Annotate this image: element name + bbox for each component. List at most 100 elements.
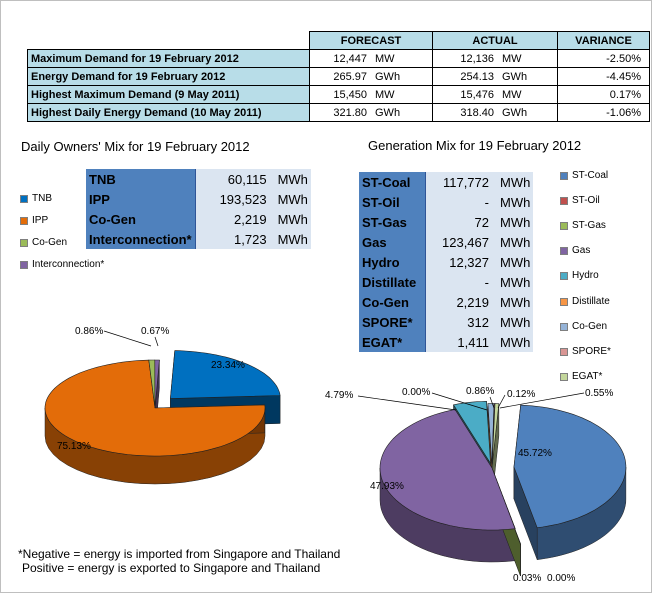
source-value: 12,327 <box>425 252 492 272</box>
legend-item: ST-Gas <box>560 220 606 231</box>
source-value: 117,772 <box>425 172 492 192</box>
variance-value: 0.17% <box>557 85 650 104</box>
owners-table: TNB 60,115 MWh IPP 193,523 MWh Co-Gen 2,219 MW… <box>86 169 311 249</box>
legend-label: SPORE* <box>572 346 611 357</box>
source-unit: MWh <box>492 232 534 252</box>
data-label: 0.86% <box>75 326 103 337</box>
source-unit: MWh <box>492 312 534 332</box>
source-name: SPORE* <box>359 312 426 332</box>
owner-name: TNB <box>86 169 196 189</box>
owner-unit: MWh <box>269 209 311 229</box>
table-row: SPORE* 312 MWh <box>359 312 534 332</box>
legend-swatch <box>560 347 568 356</box>
table-row: Highest Daily Energy Demand (10 May 2011… <box>27 103 650 122</box>
source-unit: MWh <box>492 212 534 232</box>
legend-swatch <box>20 260 28 269</box>
table-row: Energy Demand for 19 February 2012 265.9… <box>27 67 650 86</box>
owners-chart-title: Daily Owners' Mix for 19 February 2012 <box>21 139 250 154</box>
data-label: 0.12% <box>507 389 535 400</box>
generation-table: ST-Coal 117,772 MWh ST-Oil - MWh ST-Gas 72 MWh… <box>359 172 534 352</box>
pie-slice-hydro <box>453 400 491 464</box>
source-value: - <box>425 192 492 212</box>
table-row: Highest Maximum Demand (9 May 2011) 15,4… <box>27 85 650 104</box>
legend-label: Interconnection* <box>32 259 105 270</box>
legend-label: Gas <box>572 245 591 256</box>
legend-item: TNB <box>20 193 52 204</box>
footnote: *Negative = energy is imported from Sing… <box>18 547 340 575</box>
source-unit: MWh <box>492 332 534 352</box>
data-label: 0.86% <box>466 386 494 397</box>
table-row: Interconnection* 1,723 MWh <box>86 229 311 249</box>
data-label: 75.13% <box>57 441 91 452</box>
legend-item: SPORE* <box>560 346 611 357</box>
source-unit: MWh <box>492 172 534 192</box>
source-value: 123,467 <box>425 232 492 252</box>
source-value: - <box>425 272 492 292</box>
summary-header-forecast: FORECAST <box>309 31 433 50</box>
legend-swatch <box>560 221 568 230</box>
legend-label: ST-Gas <box>572 220 606 231</box>
forecast-value: 321.80 <box>309 103 371 122</box>
table-row: TNB 60,115 MWh <box>86 169 311 189</box>
legend-swatch <box>560 196 568 205</box>
owner-name: Interconnection* <box>86 229 196 249</box>
table-row: ST-Coal 117,772 MWh <box>359 172 534 192</box>
legend-item: Co-Gen <box>20 237 67 248</box>
legend-swatch <box>20 238 28 247</box>
table-row: Co-Gen 2,219 MWh <box>359 292 534 312</box>
data-label: 45.72% <box>518 448 552 459</box>
owner-name: IPP <box>86 189 196 209</box>
legend-item: Hydro <box>560 270 599 281</box>
legend-item: Interconnection* <box>20 259 104 270</box>
legend-item: ST-Coal <box>560 170 608 181</box>
table-row: ST-Oil - MWh <box>359 192 534 212</box>
data-label-leader <box>431 392 488 411</box>
owner-value: 2,219 <box>195 209 270 229</box>
owner-unit: MWh <box>269 189 311 209</box>
legend-swatch <box>560 271 568 280</box>
source-name: Gas <box>359 232 426 252</box>
legend-swatch <box>560 322 568 331</box>
footnote-line-2: Positive = energy is exported to Singapo… <box>22 561 321 575</box>
demand-summary-table: FORECAST ACTUAL VARIANCE Maximum Demand … <box>27 31 650 122</box>
forecast-unit: GWh <box>371 103 433 122</box>
data-label: 0.55% <box>585 388 613 399</box>
legend-label: EGAT* <box>572 371 603 382</box>
legend-swatch <box>560 246 568 255</box>
legend-label: ST-Coal <box>572 170 609 181</box>
source-value: 72 <box>425 212 492 232</box>
legend-item: ST-Oil <box>560 195 600 206</box>
source-value: 1,411 <box>425 332 492 352</box>
data-label: 0.00% <box>547 573 575 584</box>
data-label-leader <box>357 395 457 411</box>
pie-slice-tnb <box>170 350 281 399</box>
forecast-unit: MW <box>371 49 433 68</box>
data-label: 4.79% <box>325 390 353 401</box>
table-row: Distillate - MWh <box>359 272 534 292</box>
source-unit: MWh <box>492 192 534 212</box>
pie-slice-interconnection- <box>154 359 160 409</box>
row-label: Energy Demand for 19 February 2012 <box>27 67 310 86</box>
owner-unit: MWh <box>269 229 311 249</box>
variance-value: -2.50% <box>557 49 650 68</box>
legend-item: Co-Gen <box>560 321 607 332</box>
data-label-leader <box>497 394 506 409</box>
pie-slice-ipp <box>44 359 266 457</box>
table-row: Co-Gen 2,219 MWh <box>86 209 311 229</box>
pie-slice-gas <box>379 409 516 531</box>
legend-swatch <box>560 372 568 381</box>
source-value: 312 <box>425 312 492 332</box>
variance-value: -1.06% <box>557 103 650 122</box>
legend-item: Gas <box>560 245 590 256</box>
source-name: ST-Coal <box>359 172 426 192</box>
legend-label: Hydro <box>572 270 599 281</box>
source-name: Hydro <box>359 252 426 272</box>
legend-label: TNB <box>32 193 52 204</box>
owner-unit: MWh <box>269 169 311 189</box>
data-label-leader <box>154 336 159 347</box>
legend-swatch <box>20 194 28 203</box>
owner-value: 193,523 <box>195 189 270 209</box>
data-label: 0.67% <box>141 326 169 337</box>
